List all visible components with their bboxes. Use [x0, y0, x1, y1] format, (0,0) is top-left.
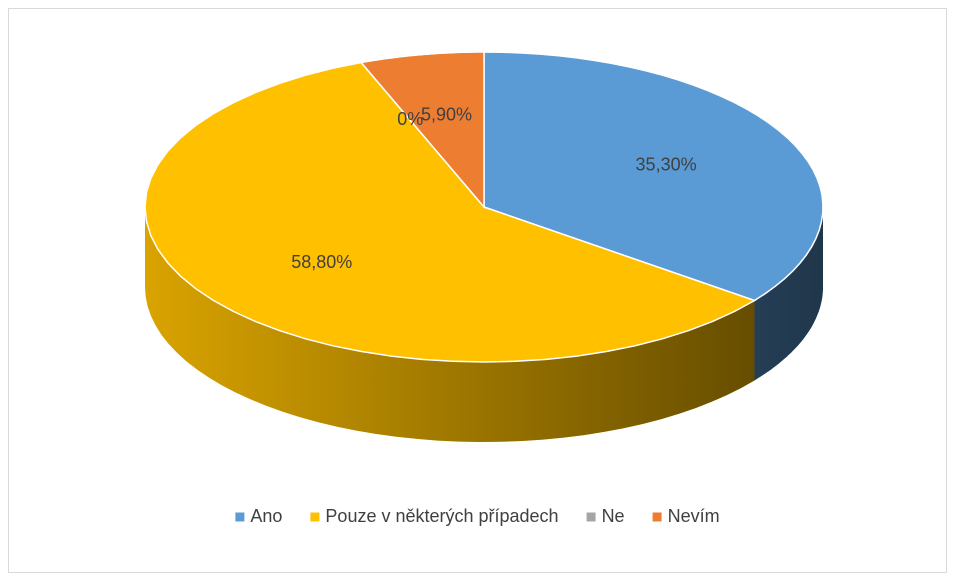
legend-swatch [652, 512, 662, 522]
pie-side-shade [754, 207, 823, 381]
legend-swatch [586, 512, 596, 522]
legend-item: Pouze v některých případech [310, 506, 559, 526]
legend-swatch [235, 512, 245, 522]
data-label: 58,80% [291, 252, 352, 272]
legend-swatch [310, 512, 320, 522]
legend-label: Ano [250, 506, 282, 526]
legend-item: Nevím [652, 506, 720, 526]
data-label: 35,30% [636, 154, 697, 174]
data-label: 5,90% [421, 104, 472, 124]
legend-label: Ne [602, 506, 625, 526]
pie-slice [144, 61, 757, 363]
data-label: 0% [397, 109, 423, 129]
legend-item: Ne [586, 506, 625, 526]
pie-side-shade [145, 207, 755, 442]
legend-item: Ano [235, 506, 282, 526]
pie-slice [483, 51, 824, 302]
pie-slice [359, 51, 485, 210]
legend-label: Pouze v některých případech [325, 506, 558, 526]
legend-label: Nevím [668, 506, 720, 526]
